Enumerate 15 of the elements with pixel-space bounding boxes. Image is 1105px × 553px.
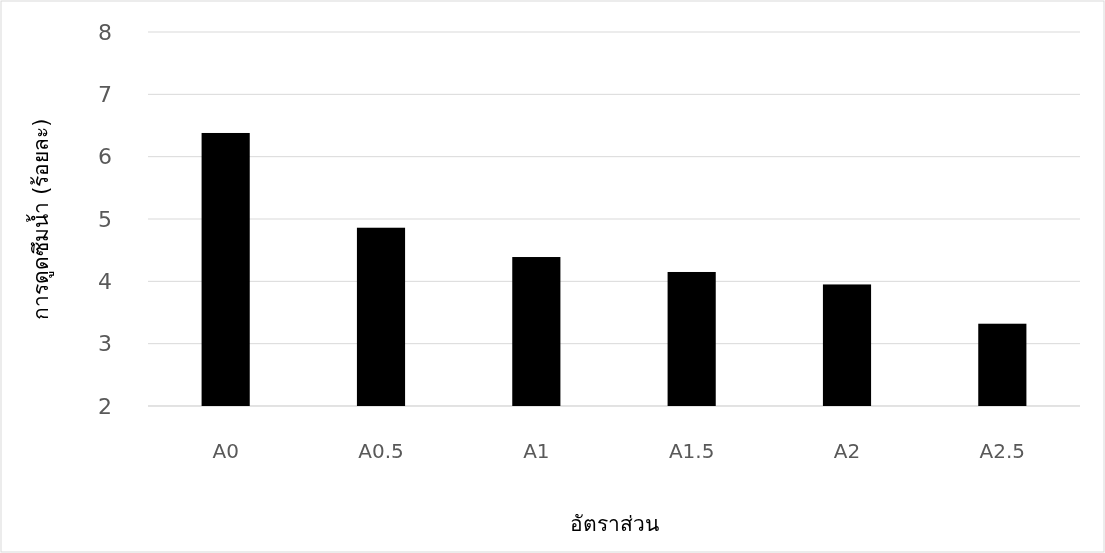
y-tick-label: 4 [98,269,112,295]
x-tick-label: A0 [212,439,239,463]
x-tick-label: A1.5 [668,439,715,463]
x-axis-title: อัตราส่วน [569,512,659,536]
y-tick-label: 3 [98,331,112,357]
y-tick-label: 6 [98,144,112,170]
y-tick-label: 5 [98,206,112,232]
x-tick-label: A1 [523,439,550,463]
y-tick-label: 7 [98,82,112,108]
x-tick-label: A0.5 [358,439,404,463]
y-axis-title: การดูดซึมน้ำ (ร้อยละ) [26,118,54,320]
x-tick-label: A2 [833,439,861,463]
x-tick-label: A2.5 [979,439,1026,463]
y-tick-label: 8 [98,19,112,45]
y-tick-label: 2 [98,393,112,419]
